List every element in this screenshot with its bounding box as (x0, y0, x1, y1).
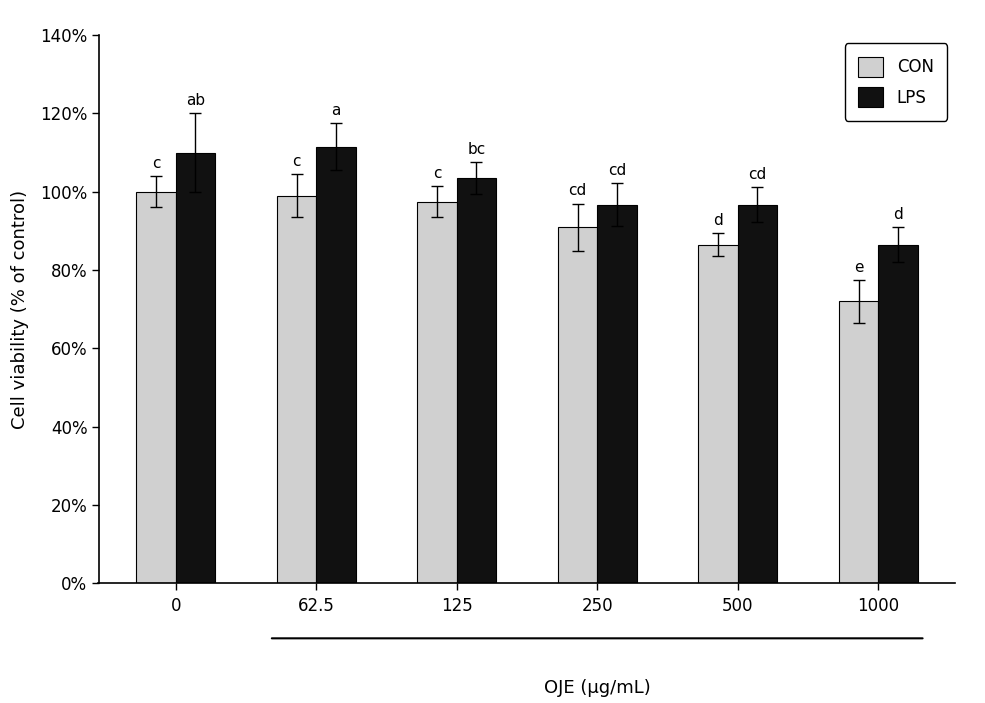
Bar (418, 202, 457, 583)
Bar (738, 205, 777, 583)
Text: OJE (μg/mL): OJE (μg/mL) (544, 679, 650, 697)
Bar (879, 245, 917, 583)
Bar (277, 195, 316, 583)
Text: c: c (152, 156, 161, 171)
Bar (597, 205, 636, 583)
Text: d: d (893, 207, 902, 222)
Text: cd: cd (568, 183, 587, 198)
Bar (457, 178, 496, 583)
Text: a: a (331, 103, 341, 118)
Legend: CON, LPS: CON, LPS (845, 44, 948, 121)
Bar (137, 192, 175, 583)
Text: ab: ab (186, 93, 205, 108)
Text: c: c (293, 154, 300, 169)
Bar (175, 153, 215, 583)
Bar (558, 227, 597, 583)
Bar (698, 245, 738, 583)
Bar (839, 302, 879, 583)
Text: cd: cd (749, 167, 766, 182)
Text: cd: cd (608, 163, 626, 178)
Text: bc: bc (467, 142, 486, 157)
Y-axis label: Cell viability (% of control): Cell viability (% of control) (11, 190, 29, 429)
Text: d: d (713, 213, 723, 228)
Text: c: c (432, 166, 441, 181)
Text: e: e (854, 260, 863, 275)
Bar (316, 147, 356, 583)
